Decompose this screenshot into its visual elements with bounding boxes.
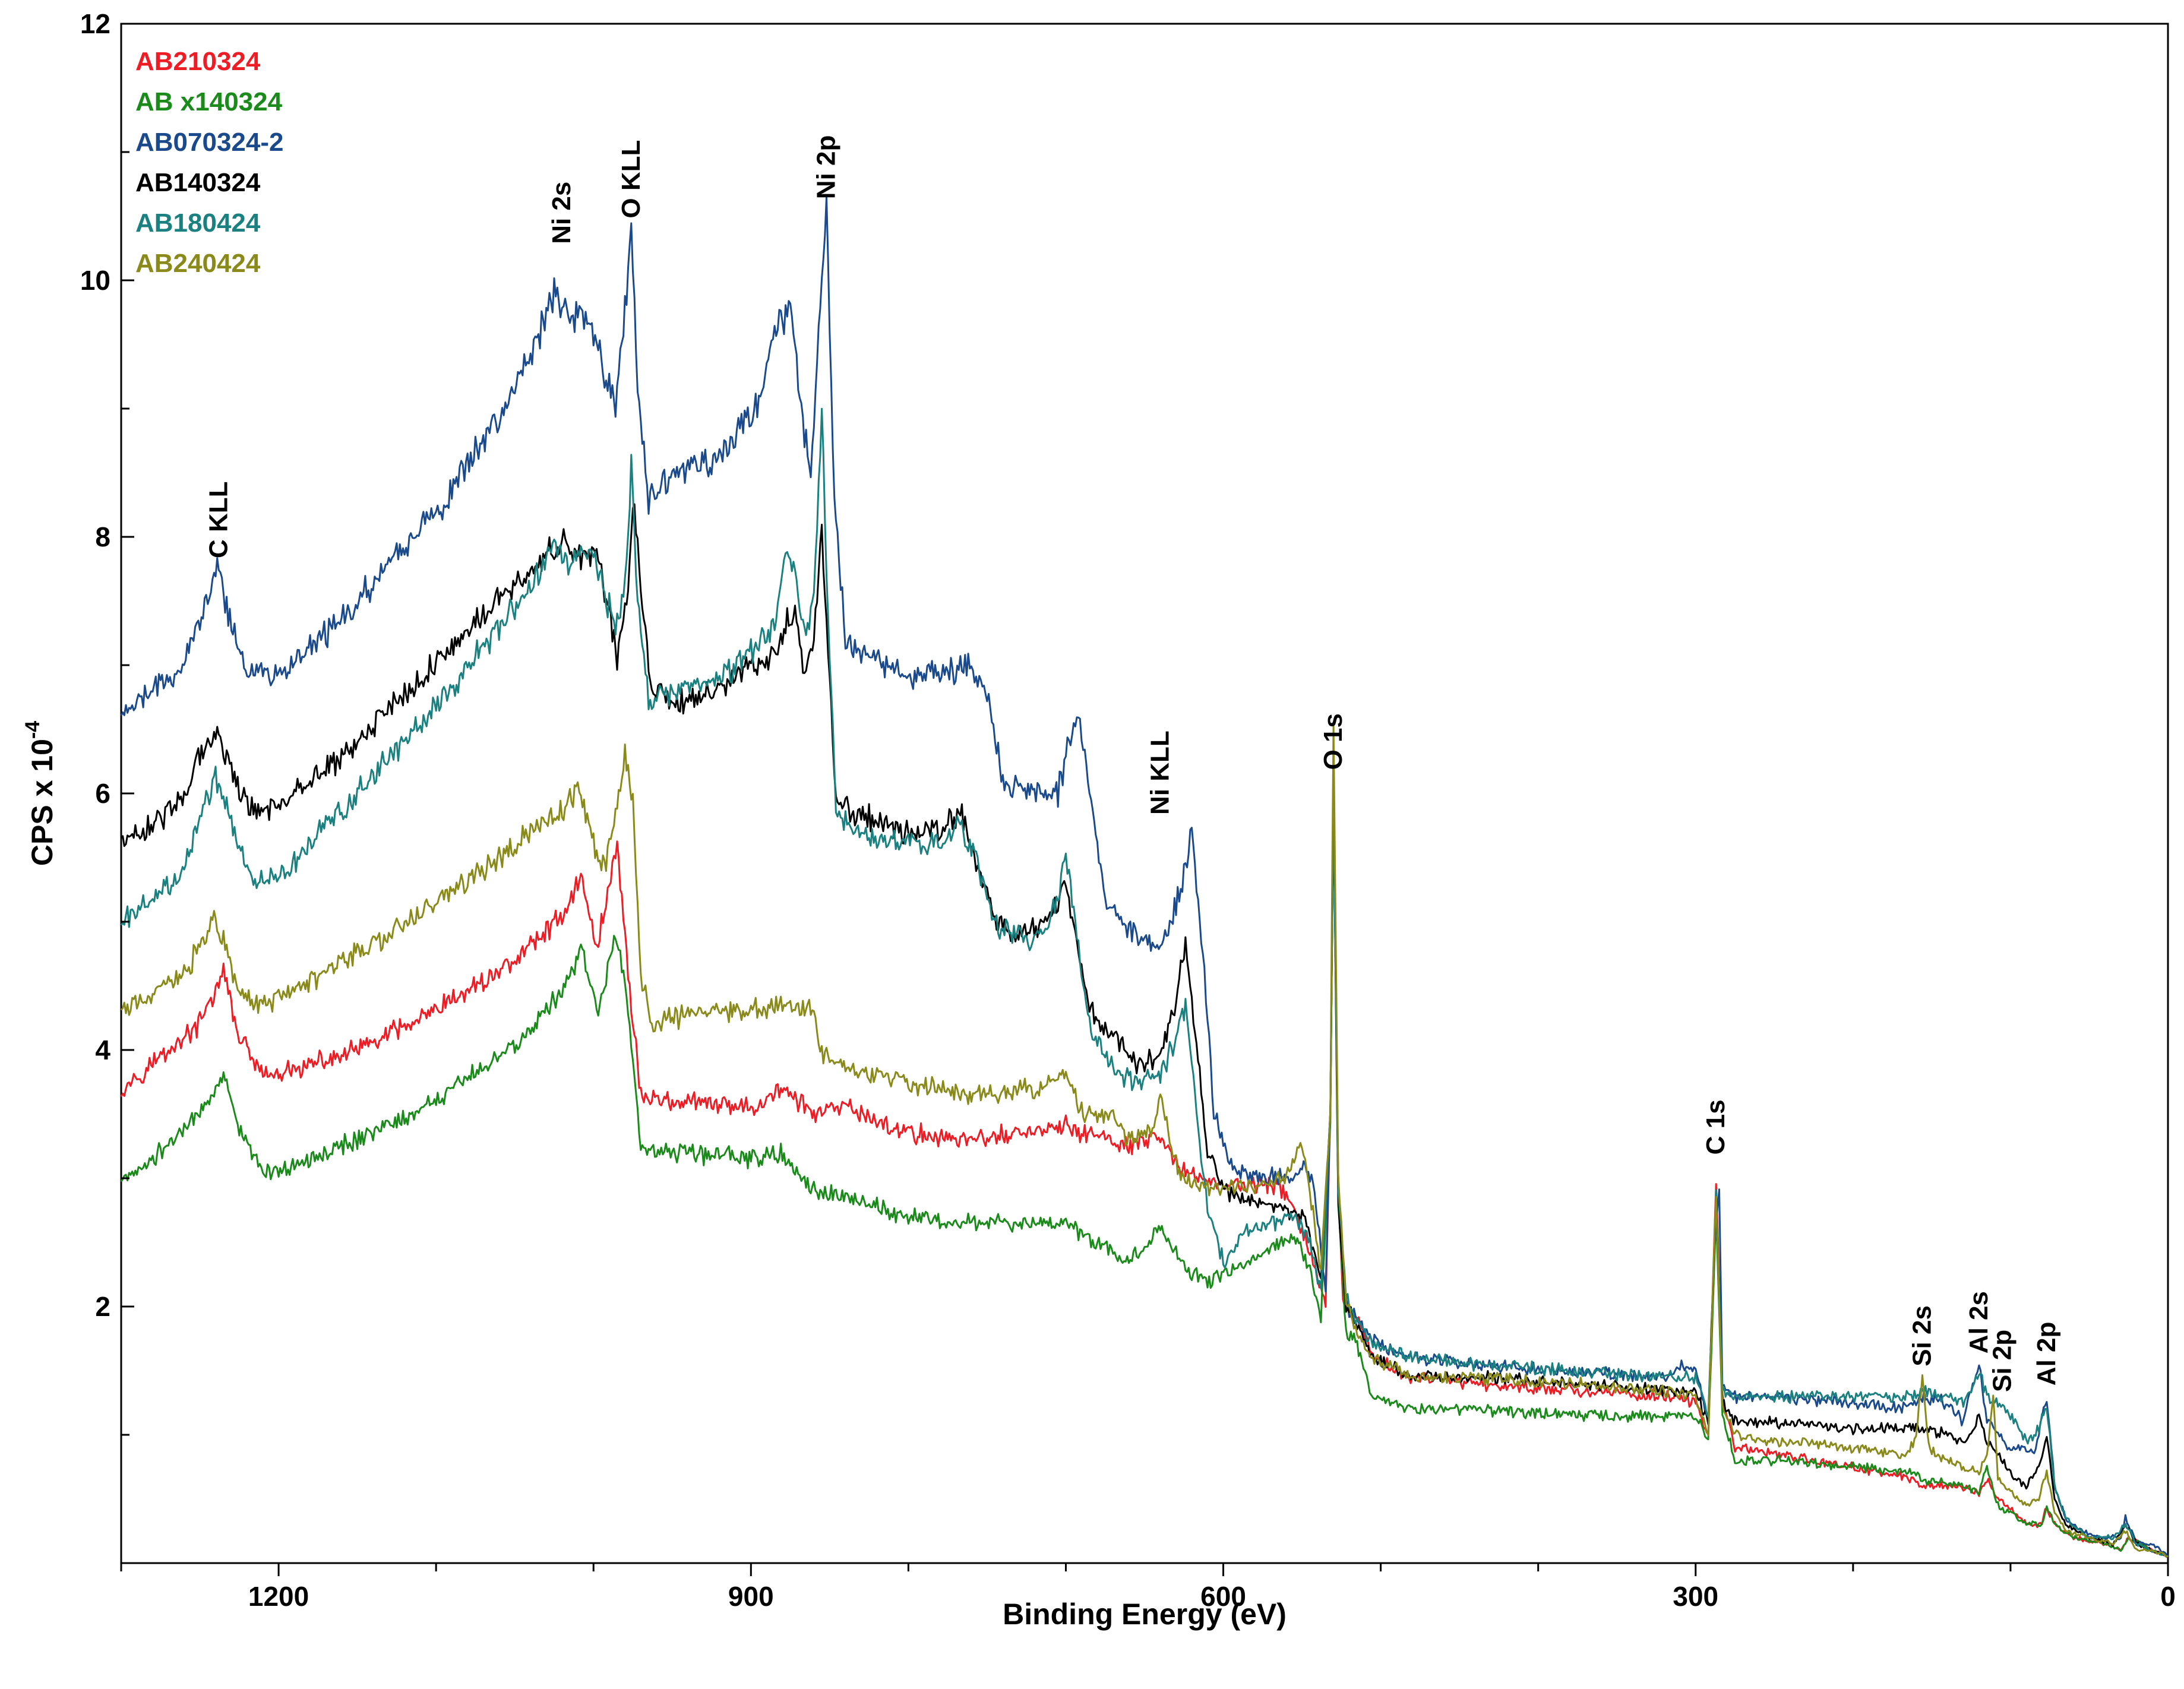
y-tick-label: 8 [95, 521, 110, 552]
peak-label-o-kll: O KLL [617, 140, 646, 219]
x-tick-label: 900 [728, 1581, 774, 1612]
legend-item-ab240424: AB240424 [135, 249, 261, 278]
y-tick-label: 10 [80, 265, 110, 296]
peak-label-al-2s: Al 2s [1964, 1291, 1993, 1353]
series-line-ab140324 [120, 503, 2169, 1558]
x-tick-label: 600 [1200, 1581, 1246, 1612]
peak-label-o-1s: O 1s [1319, 713, 1348, 770]
series-line-ab240424 [120, 724, 2169, 1558]
x-axis-title: Binding Energy (eV) [1003, 1598, 1287, 1631]
peak-label-ni-kll: Ni KLL [1146, 730, 1175, 815]
legend-item-ab070324-2: AB070324-2 [135, 128, 284, 157]
y-axis-title: CPS x 10-4 [21, 721, 59, 866]
legend-item-ab210324: AB210324 [135, 47, 261, 76]
x-axis-ticks: 1200 900 600 300 0 [120, 1563, 2176, 1612]
x-tick-label: 0 [2160, 1581, 2176, 1612]
y-tick-label: 4 [95, 1035, 110, 1065]
y-axis-title-base: CPS x 10 [26, 739, 59, 866]
series-line-ab-x140324 [120, 787, 2169, 1558]
peak-label-ni-2p: Ni 2p [812, 135, 841, 200]
y-tick-label: 6 [95, 778, 110, 809]
series-layer [120, 195, 2169, 1558]
y-tick-label: 12 [80, 8, 110, 39]
peak-label-c-1s: C 1s [1701, 1099, 1730, 1155]
peak-label-si-2s: Si 2s [1908, 1305, 1937, 1367]
x-tick-label: 1200 [248, 1581, 309, 1612]
peak-annotations: C KLL Ni 2s O KLL Ni 2p Ni KLL O 1s C 1s Si 2s A… [204, 135, 2061, 1392]
peak-label-c-kll: C KLL [204, 481, 233, 558]
series-line-ab210324 [120, 770, 2169, 1558]
peak-label-si-2p: Si 2p [1988, 1330, 2017, 1392]
y-axis-title-group: CPS x 10-4 [21, 721, 59, 866]
legend-item-ab180424: AB180424 [135, 208, 261, 238]
y-axis-ticks: 2 4 6 8 10 12 [80, 8, 134, 1436]
y-axis-title-exponent: -4 [21, 721, 44, 739]
legend-item-ab-x140324: AB x140324 [135, 87, 283, 116]
legend-item-ab140324: AB140324 [135, 168, 261, 197]
x-tick-label: 300 [1673, 1581, 1718, 1612]
series-line-ab070324-2 [120, 195, 2169, 1558]
legend: AB210324 AB x140324 AB070324-2 AB140324 AB18… [135, 47, 284, 278]
series-line-ab180424 [120, 407, 2169, 1558]
peak-label-ni-2s: Ni 2s [547, 182, 576, 244]
peak-label-al-2p: Al 2p [2032, 1322, 2061, 1386]
y-tick-label: 2 [95, 1291, 110, 1322]
